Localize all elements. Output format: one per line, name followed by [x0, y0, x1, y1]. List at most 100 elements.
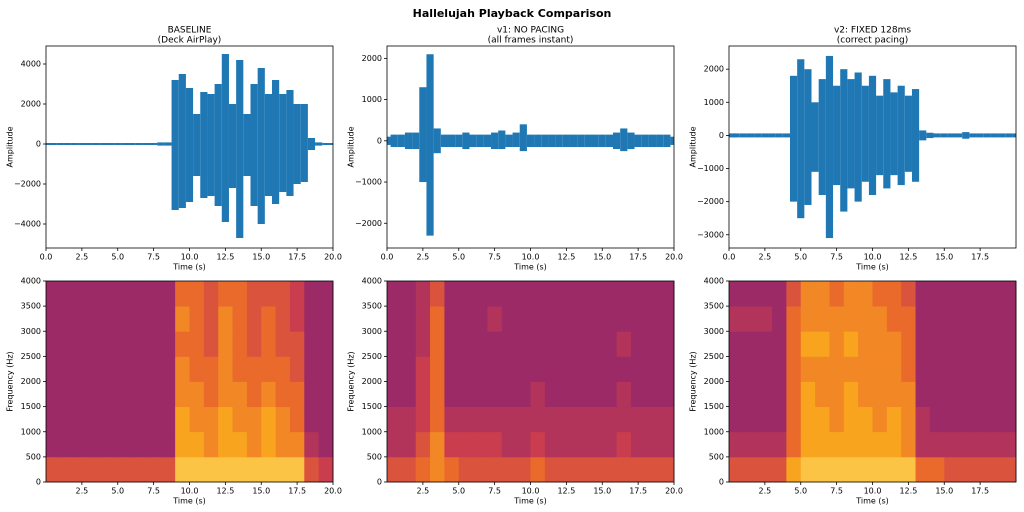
spectrogram-cell	[401, 306, 417, 332]
amplitude-range	[911, 89, 920, 182]
spectrogram-cell	[246, 281, 262, 307]
spectrogram-cell	[958, 281, 974, 307]
spectrogram-cell	[415, 356, 431, 382]
spectrogram-cell	[261, 431, 276, 458]
spectrogram-cell	[587, 431, 603, 458]
y-tick-label: 1000	[362, 95, 382, 104]
x-tick-label: 2.5	[759, 487, 772, 496]
spectrogram-cell	[544, 406, 560, 433]
subplot: BASELINE(Deck AirPlay) 0.0 2.5 5.0 7.5 10.0 12…	[6, 26, 342, 272]
spectrogram-cell	[160, 381, 176, 408]
spectrogram-cell	[843, 456, 859, 483]
y-axis-label: Amplitude	[6, 126, 15, 167]
amplitude-range	[998, 133, 1006, 138]
amplitude-range	[63, 143, 72, 145]
subplot: v2: FIXED 128ms(correct pacing) 0.0 2.5 5.0…	[689, 26, 1017, 272]
spectrogram-cell	[645, 381, 661, 408]
amplitude-range	[491, 132, 499, 150]
spectrogram-cell	[218, 431, 233, 458]
spectrogram-cell	[289, 281, 305, 307]
amplitude-range	[768, 133, 776, 138]
spectrogram-cell	[602, 356, 617, 382]
x-tick-label: 7.5	[488, 253, 501, 262]
spectrogram-cell	[74, 381, 90, 408]
amplitude-range	[315, 142, 323, 146]
x-tick-label: 2.5	[759, 253, 772, 262]
spectrogram-cell	[944, 356, 959, 382]
spectrogram-cell	[729, 381, 744, 408]
spectrogram-cell	[103, 356, 119, 382]
spectrogram-cell	[132, 356, 147, 382]
spectrogram-cell	[275, 331, 291, 357]
amplitude-range	[390, 134, 398, 147]
amplitude-range	[286, 90, 294, 196]
spectrogram-cell	[444, 381, 460, 408]
spectrogram-cell	[530, 381, 546, 408]
spectrogram-cell	[458, 331, 474, 357]
spectrogram-cell	[815, 431, 830, 458]
amplitude-range	[397, 134, 405, 147]
spectrogram-cell	[74, 331, 90, 357]
x-tick-label: 2.5	[76, 487, 89, 496]
spectrogram-cell	[858, 356, 873, 382]
amplitude-range	[519, 124, 527, 152]
spectrogram-cell	[275, 406, 291, 433]
spectrogram-cell	[1001, 431, 1017, 458]
x-tick-label: 12.5	[899, 487, 917, 496]
spectrogram-cell	[815, 306, 830, 332]
spectrogram-cell	[60, 281, 76, 307]
amplitude-range	[505, 134, 513, 147]
spectrogram-cell	[858, 306, 873, 332]
spectrogram-cell	[944, 381, 959, 408]
spectrogram-cell	[261, 406, 276, 433]
x-axis-label: Time (s)	[855, 497, 889, 506]
spectrogram-cell	[175, 406, 190, 433]
x-tick-label: 20.0	[324, 487, 342, 496]
spectrogram-cell	[630, 356, 646, 382]
amplitude-range	[584, 134, 592, 147]
spectrogram-cell	[189, 381, 205, 408]
amplitude-range	[782, 133, 790, 138]
spectrogram-cell	[958, 356, 974, 382]
subplot-title: v2: FIXED 128ms	[834, 26, 911, 36]
spectrogram-cell	[189, 431, 205, 458]
amplitude-range	[811, 102, 819, 172]
spectrogram-cell	[958, 406, 974, 433]
spectrogram-cell	[430, 431, 445, 458]
spectrogram-cell	[318, 306, 334, 332]
amplitude-range	[598, 134, 606, 147]
spectrogram-cell	[757, 381, 773, 408]
spectrogram-cell	[843, 431, 859, 458]
spectrogram-cell	[616, 381, 632, 408]
amplitude-range	[804, 69, 812, 205]
spectrogram-cell	[60, 331, 76, 357]
spectrogram-cell	[103, 431, 119, 458]
x-tick-label: 2.5	[76, 253, 89, 262]
spectrogram-cell	[487, 331, 503, 357]
amplitude-range	[440, 134, 448, 147]
spectrogram-cell	[616, 306, 632, 332]
spectrogram-cell	[616, 356, 632, 382]
amplitude-range	[789, 75, 798, 202]
spectrogram-cell	[587, 281, 603, 307]
spectrogram-cell	[972, 431, 988, 458]
amplitude-range	[919, 130, 927, 141]
spectrogram-cell	[444, 406, 460, 433]
spectrogram-cell	[444, 281, 460, 307]
spectrogram-cell	[103, 406, 119, 433]
x-tick-label: 17.5	[629, 253, 647, 262]
spectrogram-cell	[530, 431, 546, 458]
spectrogram-cell	[318, 356, 334, 382]
spectrogram-cell	[958, 456, 974, 483]
subplot-subtitle: (all frames instant)	[488, 36, 574, 46]
spectrogram-cell	[401, 406, 417, 433]
spectrogram-cell	[501, 306, 517, 332]
spectrogram-cell	[387, 456, 402, 483]
y-axis-label: Frequency (Hz)	[347, 351, 356, 411]
spectrogram-cell	[516, 406, 531, 433]
spectrogram-cell	[203, 406, 219, 433]
spectrogram-cell	[146, 306, 162, 332]
spectrogram-cell	[74, 456, 90, 483]
spectrogram-cell	[74, 306, 90, 332]
amplitude-range	[185, 88, 194, 202]
